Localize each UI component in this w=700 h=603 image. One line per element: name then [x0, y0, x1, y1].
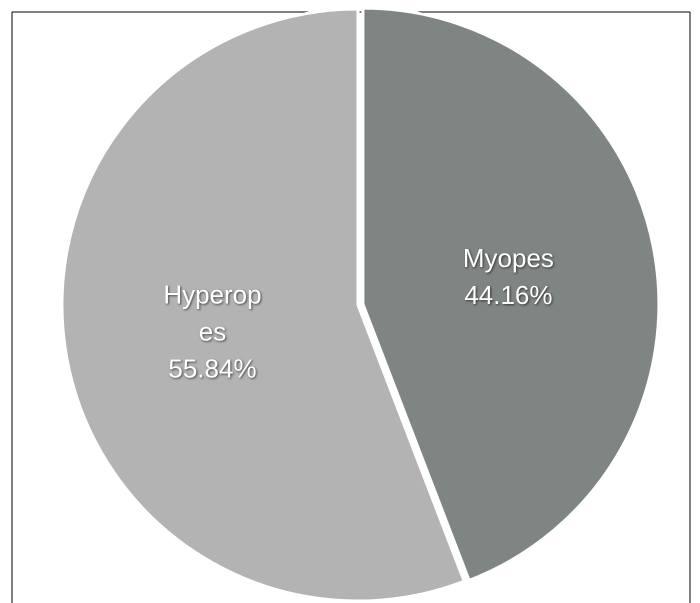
pie-slice [361, 6, 661, 583]
value-label: 55.84% [168, 353, 257, 384]
slice-label: Myopes 44.16% [453, 240, 563, 314]
slice-label: Hyperopes 55.84% [157, 277, 267, 388]
category-label: Myopes [462, 243, 554, 274]
value-label: 44.16% [464, 280, 553, 311]
category-label: Hyperopes [163, 279, 262, 347]
pie-slice [60, 7, 467, 603]
